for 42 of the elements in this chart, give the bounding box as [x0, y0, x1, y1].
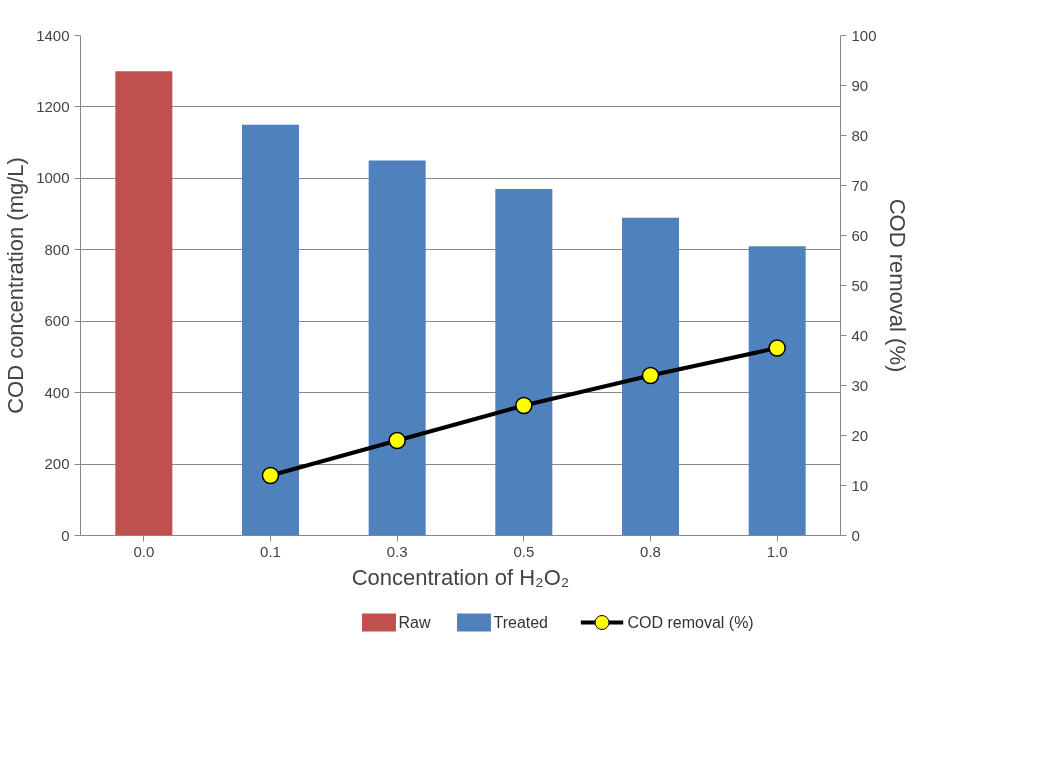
- bar: [242, 124, 299, 536]
- y2-tick-label: 40: [851, 326, 869, 344]
- y2-tick-label: 60: [851, 226, 869, 244]
- legend-label: Raw: [398, 614, 431, 631]
- y-tick-label: 600: [44, 312, 70, 330]
- x-tick-label: 1.0: [766, 542, 788, 560]
- y2-tick-label: 70: [851, 176, 869, 194]
- bar: [368, 160, 426, 536]
- legend-label: Treated: [493, 614, 549, 631]
- bar: [115, 71, 173, 536]
- y2-tick-label: 50: [851, 276, 869, 294]
- y-tick-label: 400: [44, 383, 70, 401]
- y-tick-label: 200: [44, 455, 70, 473]
- y2-tick-label: 80: [851, 126, 869, 144]
- y-tick-label: 1000: [36, 169, 70, 187]
- bar: [748, 246, 806, 536]
- y2-tick-label: 100: [851, 26, 877, 44]
- y-tick-label: 1200: [36, 97, 70, 115]
- x-tick-label: 0.3: [386, 542, 408, 560]
- point: [388, 431, 406, 450]
- x-tick-label: 0.1: [260, 542, 281, 560]
- y2-tick-label: 20: [851, 426, 869, 444]
- point: [641, 366, 660, 385]
- y-axis-title: COD concentration (mg/L): [3, 157, 29, 414]
- y-tick-label: 800: [44, 240, 70, 258]
- y2-tick-label: 90: [851, 76, 869, 94]
- legend-label: COD removal (%): [627, 614, 754, 631]
- y2-tick-label: 30: [851, 376, 869, 394]
- x-tick-label: 0.0: [133, 542, 155, 560]
- y2-tick-label: 0: [851, 526, 860, 544]
- point: [261, 466, 280, 485]
- y2-tick-label: 10: [851, 476, 869, 494]
- point: [515, 396, 533, 415]
- bar: [622, 217, 679, 536]
- x-tick-label: 0.5: [513, 542, 535, 560]
- bar: [495, 189, 553, 536]
- point: [768, 339, 786, 357]
- x-axis-title: Concentration of H₂O₂: [351, 564, 570, 590]
- y-tick-label: 0: [61, 526, 70, 544]
- y-tick-label: 1400: [36, 26, 70, 44]
- y2-axis-title: COD removal (%): [884, 198, 910, 373]
- x-tick-label: 0.8: [640, 542, 661, 560]
